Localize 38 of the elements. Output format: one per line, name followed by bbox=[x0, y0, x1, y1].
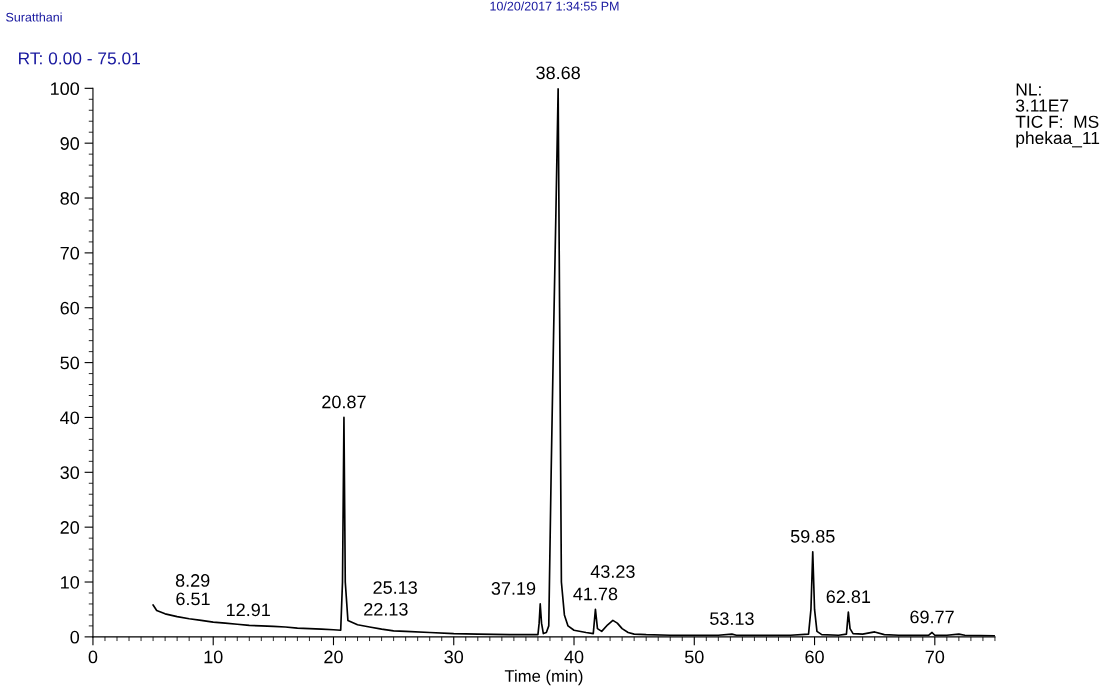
text: NL: 3.11E7 TIC F: MS phekaa_11 bbox=[1015, 83, 1100, 148]
annotation: 37.19 bbox=[491, 582, 536, 595]
annotation: 69.77 bbox=[910, 610, 954, 624]
x-tick-label: 10 bbox=[204, 650, 223, 664]
x-tick-label: 70 bbox=[925, 650, 945, 664]
y-tick-label: 40 bbox=[60, 411, 80, 425]
annotation: 53.13 bbox=[710, 612, 754, 625]
y-tick-label: 50 bbox=[60, 356, 80, 370]
y-tick-label: 0 bbox=[70, 630, 80, 644]
annotation: 62.81 bbox=[826, 590, 871, 604]
y-tick-label: 20 bbox=[60, 521, 80, 534]
y-tick-label: 10 bbox=[61, 575, 80, 589]
text: RT: 0.00 - 75.01 bbox=[19, 52, 140, 65]
annotation: 6.51 bbox=[176, 592, 210, 606]
y-tick-label: 90 bbox=[60, 137, 80, 150]
annotation: 38.68 bbox=[536, 66, 580, 80]
x-tick-label: 60 bbox=[805, 650, 824, 664]
annotation: 22.13 bbox=[364, 602, 408, 616]
annotation: 41.78 bbox=[573, 587, 618, 601]
x-tick-label: 0 bbox=[88, 650, 98, 664]
x-tick-label: 20 bbox=[324, 650, 343, 664]
y-tick-label: 100 bbox=[51, 82, 80, 96]
y-tick-label: 30 bbox=[60, 466, 80, 480]
y-tick-label: 60 bbox=[60, 301, 80, 315]
annotation: 59.85 bbox=[790, 529, 835, 543]
x-tick-label: 30 bbox=[444, 650, 464, 664]
annotation: 20.87 bbox=[322, 395, 366, 409]
annotation: 25.13 bbox=[373, 581, 417, 594]
annotation: 12.91 bbox=[227, 603, 270, 617]
text: 10/20/2017 1:34:55 PM bbox=[490, 1, 619, 11]
x-tick-label: 50 bbox=[684, 650, 704, 664]
annotation: 8.29 bbox=[175, 574, 210, 587]
text: Suratthani bbox=[6, 12, 62, 22]
y-tick-label: 80 bbox=[60, 191, 80, 205]
x-axis-title: Time (min) bbox=[504, 669, 583, 686]
annotation: 43.23 bbox=[590, 565, 635, 578]
y-tick-label: 70 bbox=[60, 246, 80, 260]
x-tick-label: 40 bbox=[564, 650, 584, 664]
